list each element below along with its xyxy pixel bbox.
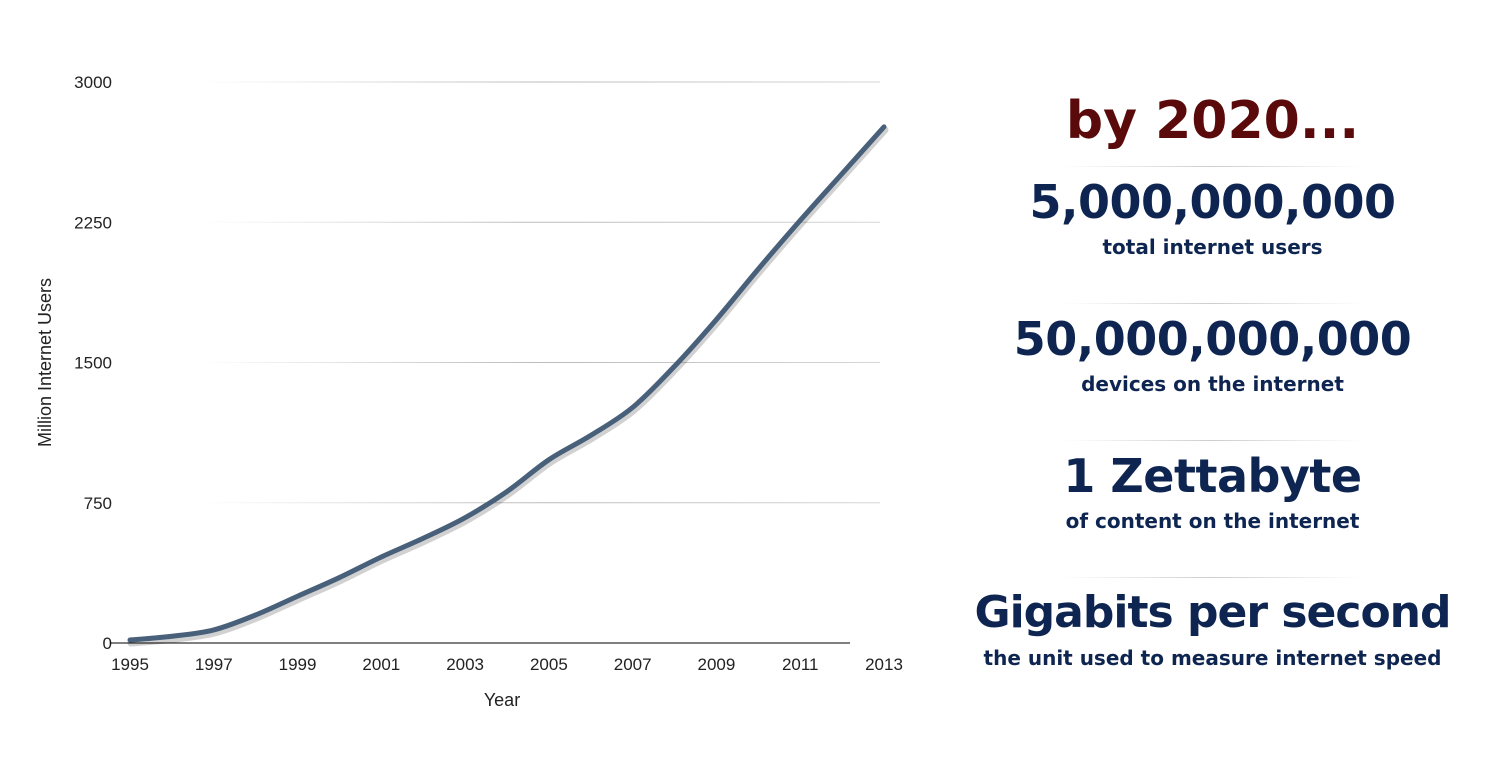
fact-caption: of content on the internet — [1065, 509, 1360, 533]
x-tick-label: 2005 — [530, 655, 568, 674]
fact-speed: Gigabits per second the unit used to mea… — [945, 582, 1480, 710]
data-point — [463, 515, 468, 520]
fact-content: 1 Zettabyte of content on the internet — [945, 445, 1480, 573]
y-tick-label: 750 — [84, 494, 112, 513]
fact-value: Gigabits per second — [974, 587, 1451, 638]
y-tick-label: 2250 — [74, 213, 112, 232]
divider — [1062, 577, 1363, 578]
data-point — [295, 594, 300, 599]
x-tick-label: 1995 — [111, 655, 149, 674]
divider — [1062, 440, 1363, 441]
data-point — [421, 536, 426, 541]
grid-line — [200, 81, 880, 83]
data-point — [630, 405, 635, 410]
x-axis-ticks: 1995 1997 1999 2001 2003 2005 2007 2009 2011 2013 — [111, 655, 903, 674]
series-line-shadow — [127, 126, 889, 647]
series-layer — [127, 124, 889, 647]
grid-line — [200, 362, 880, 363]
y-tick-label: 1500 — [74, 354, 112, 373]
data-point — [798, 218, 803, 223]
x-tick-label: 1999 — [279, 655, 317, 674]
fact-caption: total internet users — [1102, 235, 1323, 259]
y-axis-ticks: 0 750 1500 2250 3000 — [74, 73, 112, 653]
divider — [1062, 303, 1363, 304]
data-point — [672, 364, 677, 369]
y-tick-label: 0 — [103, 634, 112, 653]
x-tick-label: 2009 — [698, 655, 736, 674]
data-point — [505, 489, 510, 494]
data-point — [128, 638, 133, 643]
x-tick-label: 2007 — [614, 655, 652, 674]
fact-caption: the unit used to measure internet speed — [983, 646, 1442, 670]
data-point — [756, 267, 761, 272]
data-point — [337, 575, 342, 580]
x-tick-label: 2003 — [446, 655, 484, 674]
fact-caption: devices on the internet — [1081, 372, 1344, 396]
data-point — [882, 124, 887, 129]
series-line — [127, 124, 887, 643]
y-axis-title: Million Internet Users — [35, 278, 55, 447]
data-point — [169, 634, 174, 639]
fact-value: 1 Zettabyte — [1063, 449, 1362, 503]
data-point — [379, 554, 384, 559]
grid-line — [200, 502, 880, 504]
fact-value: 5,000,000,000 — [1029, 175, 1397, 229]
x-tick-label: 1997 — [195, 655, 233, 674]
headline: by 2020... — [1065, 91, 1360, 151]
y-tick-label: 3000 — [74, 73, 112, 92]
x-tick-label: 2011 — [782, 655, 819, 674]
fact-users: 5,000,000,000 total internet users — [945, 171, 1480, 299]
line-chart: 0 750 1500 2250 3000 1995 1997 1999 2001 2003 200… — [35, 73, 903, 710]
x-tick-label: 2001 — [362, 655, 400, 674]
x-tick-label: 2013 — [865, 655, 903, 674]
grid-line — [200, 221, 880, 223]
data-point — [253, 612, 258, 617]
data-point — [588, 433, 593, 438]
data-point — [840, 171, 845, 176]
grid-lines — [200, 81, 880, 504]
fact-devices: 50,000,000,000 devices on the internet — [945, 308, 1480, 436]
data-point — [211, 627, 216, 632]
divider — [1062, 166, 1363, 167]
stats-panel: by 2020... 5,000,000,000 total internet … — [945, 80, 1480, 710]
data-point — [546, 457, 551, 462]
fact-value: 50,000,000,000 — [1013, 312, 1412, 366]
data-point — [714, 317, 719, 322]
x-axis-title: Year — [484, 690, 520, 710]
